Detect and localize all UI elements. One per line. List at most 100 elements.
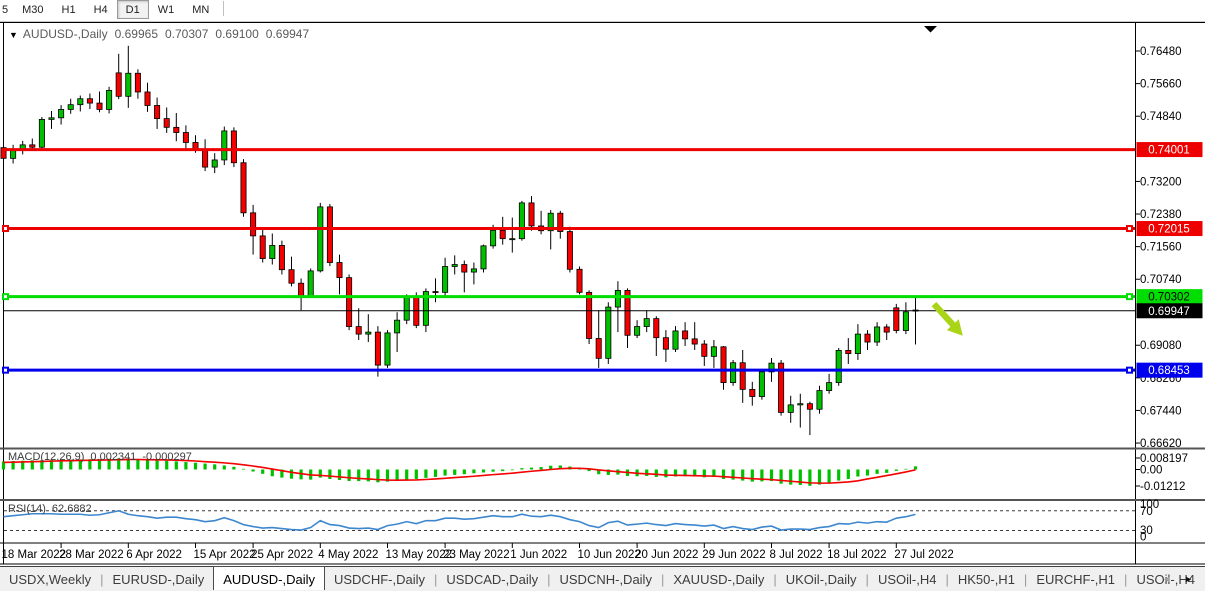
symbol-tab-usoilh4-11[interactable]: USOil-,H4 bbox=[1136, 571, 1195, 587]
timeframe-button-d1[interactable]: D1 bbox=[116, 0, 149, 19]
macd-histogram-bar bbox=[174, 461, 178, 470]
candle-body bbox=[720, 346, 727, 384]
rsi-panel-separator[interactable] bbox=[0, 499, 1205, 501]
macd-histogram-bar bbox=[213, 464, 217, 470]
sell-arrow-annotation[interactable] bbox=[931, 302, 963, 336]
symbol-tab-usdchfdaily-3[interactable]: USDCHF-,Daily bbox=[333, 571, 425, 587]
timeframe-button-w1[interactable]: W1 bbox=[157, 4, 175, 16]
macd-histogram-bar bbox=[88, 459, 92, 470]
candle-body bbox=[835, 350, 842, 384]
symbol-tab-audusddaily-2[interactable]: AUDUSD-,Daily bbox=[213, 566, 325, 590]
tab-scroll-right-icon[interactable]: ► bbox=[1184, 574, 1193, 584]
chart-symbol-label: AUDUSD-,Daily bbox=[22, 27, 108, 41]
candle-body bbox=[173, 126, 180, 133]
rsi-axis-label: 0 bbox=[1140, 532, 1146, 544]
date-axis-label: 10 Jun 2022 bbox=[578, 549, 641, 561]
candle-body bbox=[38, 118, 45, 148]
chart-shift-marker-icon[interactable] bbox=[924, 26, 937, 33]
tab-separator: | bbox=[433, 571, 438, 587]
macd-histogram-bar bbox=[357, 469, 361, 482]
macd-histogram-bar bbox=[366, 469, 370, 482]
candle-body bbox=[883, 326, 890, 333]
macd-histogram-bar bbox=[145, 459, 150, 470]
macd-histogram-bar bbox=[769, 469, 774, 481]
candle-body bbox=[384, 332, 391, 366]
candle-body bbox=[278, 245, 285, 271]
tab-scroll-left-icon[interactable]: ◄ bbox=[1162, 574, 1171, 584]
rsi-indicator-label: RSI(14) 62.6882 bbox=[8, 503, 92, 515]
macd-histogram-bar bbox=[232, 466, 236, 470]
macd-histogram-bar bbox=[203, 463, 207, 470]
timeframe-button-m30[interactable]: M30 bbox=[22, 4, 44, 16]
timeframe-button-5[interactable]: 5 bbox=[2, 4, 9, 16]
symbol-tab-eurchfh1-10[interactable]: EURCHF-,H1 bbox=[1036, 571, 1116, 587]
candle-body bbox=[326, 206, 333, 263]
price-badge-0.74001 bbox=[1136, 142, 1203, 158]
symbol-tab-hk50h1-9[interactable]: HK50-,H1 bbox=[957, 571, 1015, 587]
macd-histogram-bar bbox=[376, 469, 380, 483]
candle-body bbox=[653, 318, 660, 339]
macd-panel-separator[interactable] bbox=[0, 447, 1205, 450]
candle-body bbox=[662, 337, 669, 350]
rsi-name: RSI(14) bbox=[8, 503, 46, 515]
resistance-line-0.70302-handle-center bbox=[1128, 295, 1131, 299]
macd-histogram-bar bbox=[270, 469, 274, 477]
candle-body bbox=[461, 264, 468, 273]
date-axis-label: 20 Jun 2022 bbox=[635, 549, 698, 561]
macd-histogram-bar bbox=[481, 469, 486, 473]
macd-histogram-bar bbox=[894, 469, 898, 471]
macd-histogram-bar bbox=[328, 469, 332, 479]
macd-histogram-bar bbox=[395, 469, 399, 481]
timeframe-button-h1[interactable]: H1 bbox=[61, 4, 76, 16]
candle-body bbox=[403, 297, 410, 321]
candle-body bbox=[691, 338, 698, 345]
macd-histogram-bar bbox=[49, 460, 54, 470]
chart-dropdown-icon[interactable]: ▼ bbox=[9, 30, 18, 40]
date-axis-label: 1 Jun 2022 bbox=[510, 549, 567, 561]
support-line-0.68453-handle-center bbox=[4, 368, 7, 372]
date-axis-separator bbox=[0, 542, 1205, 544]
price-axis-label: 0.71560 bbox=[1140, 242, 1182, 254]
date-axis-label: 18 Mar 2022 bbox=[2, 549, 67, 561]
symbol-tab-eurusddaily-1[interactable]: EURUSD-,Daily bbox=[112, 571, 205, 587]
symbol-tab-usdxweekly-0[interactable]: USDX,Weekly bbox=[9, 571, 92, 587]
macd-histogram-bar bbox=[472, 469, 476, 474]
tab-separator: | bbox=[945, 571, 949, 587]
macd-histogram-bar bbox=[30, 460, 34, 470]
symbol-tab-usoilh4-8[interactable]: USOil-,H4 bbox=[877, 571, 937, 587]
macd-histogram-bar bbox=[222, 465, 226, 470]
candle-body bbox=[432, 291, 439, 293]
tab-separator: | bbox=[660, 571, 665, 587]
symbol-tab-usdcnhdaily-5[interactable]: USDCNH-,Daily bbox=[559, 571, 652, 587]
symbol-tab-usdcaddaily-4[interactable]: USDCAD-,Daily bbox=[446, 571, 539, 587]
candle-body bbox=[0, 147, 7, 159]
candle-body bbox=[202, 148, 209, 168]
symbol-tab-ukoildaily-7[interactable]: UKOil-,Daily bbox=[785, 571, 857, 587]
macd-histogram-bar bbox=[491, 469, 495, 472]
candle-body bbox=[355, 326, 362, 335]
tab-separator: | bbox=[1023, 571, 1028, 587]
chart-canvas[interactable]: 0.76480 0.75660 0.74840 0.73200 0.72380 0.715… bbox=[0, 0, 1205, 566]
timeframe-button-mn[interactable]: MN bbox=[192, 4, 210, 16]
macd-signal-value: -0.000297 bbox=[142, 451, 192, 463]
symbol-tab-xauusddaily-6[interactable]: XAUUSD-,Daily bbox=[673, 571, 765, 587]
price-badge-text: 0.72015 bbox=[1148, 224, 1190, 236]
macd-histogram-bar bbox=[673, 469, 678, 477]
candle-body bbox=[634, 326, 641, 336]
date-axis-label: 13 May 2022 bbox=[386, 549, 453, 561]
timeframe-button-h4[interactable]: H4 bbox=[93, 4, 108, 16]
candle-body bbox=[442, 266, 449, 293]
candle-body bbox=[509, 238, 516, 241]
date-axis-label: 29 Jun 2022 bbox=[702, 549, 765, 561]
price-axis-label: 0.67440 bbox=[1140, 405, 1182, 417]
candle-body bbox=[902, 311, 909, 331]
macd-histogram-bar bbox=[126, 458, 130, 470]
candle-body bbox=[480, 245, 487, 270]
candle-body bbox=[806, 403, 813, 410]
macd-histogram-bar bbox=[69, 459, 73, 470]
macd-histogram-bar bbox=[808, 469, 812, 486]
resistance-line-0.70302-handle-center bbox=[4, 295, 7, 299]
macd-histogram-bar bbox=[414, 469, 418, 479]
candle-body bbox=[528, 202, 535, 227]
macd-histogram-bar bbox=[385, 469, 390, 482]
